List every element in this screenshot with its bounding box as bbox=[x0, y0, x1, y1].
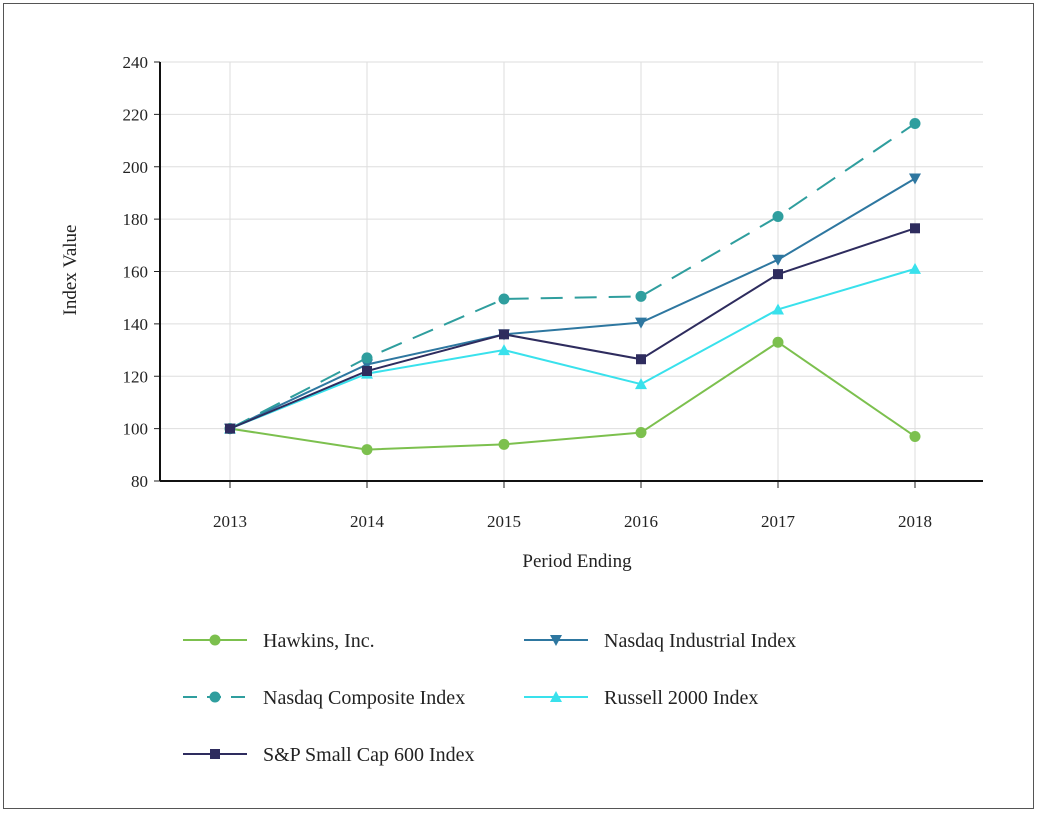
data-point bbox=[635, 378, 647, 390]
x-tick-labels: 2013 2014 2015 2016 2017 2018 bbox=[213, 512, 932, 531]
legend-item: Hawkins, Inc. bbox=[183, 630, 375, 652]
grid-lines bbox=[160, 61, 983, 481]
data-point bbox=[550, 691, 562, 702]
legend-label: Nasdaq Composite Index bbox=[263, 687, 465, 709]
x-tick-label: 2016 bbox=[624, 512, 658, 531]
data-point bbox=[498, 344, 510, 356]
legend-item: Nasdaq Composite Index bbox=[183, 687, 465, 709]
data-point bbox=[361, 444, 373, 456]
y-axis-title: Index Value bbox=[60, 225, 81, 316]
legend-item: S&P Small Cap 600 Index bbox=[183, 744, 474, 766]
y-tick-labels: 80 100 120 140 160 180 200 220 240 bbox=[123, 53, 149, 491]
y-tick-label: 80 bbox=[131, 472, 148, 491]
legend-item: Russell 2000 Index bbox=[524, 687, 758, 709]
data-point bbox=[909, 173, 921, 185]
series-line bbox=[229, 122, 916, 430]
data-point bbox=[772, 211, 784, 223]
data-point bbox=[498, 293, 510, 305]
data-point bbox=[210, 749, 220, 759]
data-point bbox=[909, 430, 921, 442]
series-line bbox=[229, 267, 916, 430]
legend-label: Hawkins, Inc. bbox=[263, 630, 375, 652]
x-tick-label: 2013 bbox=[213, 512, 247, 531]
legend-label: S&P Small Cap 600 Index bbox=[263, 744, 474, 766]
y-tick-label: 200 bbox=[123, 158, 149, 177]
series-3 bbox=[224, 262, 921, 434]
y-tick-label: 220 bbox=[123, 105, 149, 124]
series-4 bbox=[225, 223, 920, 434]
series-2 bbox=[224, 118, 921, 435]
y-tick-label: 160 bbox=[123, 263, 149, 282]
data-point bbox=[635, 427, 647, 439]
x-axis-title: Period Ending bbox=[522, 551, 632, 572]
x-tick-label: 2015 bbox=[487, 512, 521, 531]
series-line bbox=[229, 341, 916, 451]
data-point bbox=[772, 303, 784, 315]
data-point bbox=[635, 290, 647, 302]
series-line bbox=[229, 227, 916, 430]
x-tick-label: 2017 bbox=[761, 512, 796, 531]
series-line bbox=[229, 177, 916, 430]
data-point bbox=[773, 269, 783, 280]
y-tick-label: 100 bbox=[123, 420, 149, 439]
series-0 bbox=[224, 336, 921, 456]
data-point bbox=[498, 438, 510, 450]
y-tick-label: 120 bbox=[123, 367, 149, 386]
y-tick-label: 140 bbox=[123, 315, 149, 334]
data-point bbox=[209, 634, 221, 646]
data-point bbox=[225, 423, 235, 434]
data-point bbox=[362, 366, 372, 377]
data-point bbox=[361, 352, 373, 364]
data-point bbox=[910, 223, 920, 234]
data-point bbox=[636, 354, 646, 365]
legend-item: Nasdaq Industrial Index bbox=[524, 630, 796, 652]
data-point bbox=[499, 329, 509, 340]
data-point bbox=[550, 635, 562, 646]
data-point bbox=[209, 691, 221, 703]
legend: Hawkins, Inc. Nasdaq Industrial Index Nasd… bbox=[183, 630, 796, 766]
chart-frame bbox=[3, 3, 1034, 809]
x-tick-label: 2018 bbox=[898, 512, 932, 531]
data-point bbox=[909, 262, 921, 274]
data-point bbox=[772, 254, 784, 266]
y-tick-label: 180 bbox=[123, 210, 149, 229]
series-group bbox=[224, 118, 921, 456]
series-1 bbox=[224, 173, 921, 435]
axes bbox=[154, 61, 983, 488]
data-point bbox=[772, 336, 784, 348]
legend-label: Russell 2000 Index bbox=[604, 687, 758, 709]
data-point bbox=[635, 317, 647, 329]
x-tick-label: 2014 bbox=[350, 512, 385, 531]
y-tick-label: 240 bbox=[123, 53, 149, 72]
legend-label: Nasdaq Industrial Index bbox=[604, 630, 796, 652]
data-point bbox=[909, 118, 921, 130]
